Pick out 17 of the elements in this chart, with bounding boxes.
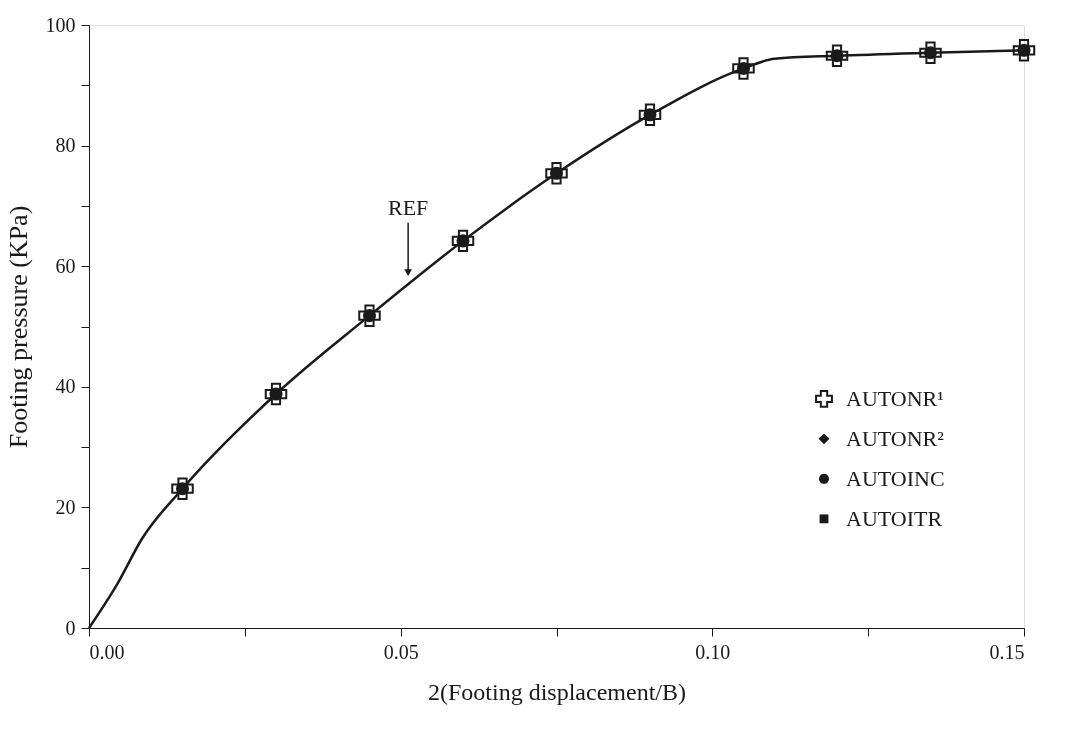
x-tick-label: 0.10: [695, 640, 731, 663]
y-tick-label: 60: [55, 254, 76, 277]
annotation: REF: [387, 194, 429, 220]
y-tick-label: 100: [45, 13, 76, 36]
y-tick-label: 20: [55, 495, 76, 518]
legend-label: AUTOINC: [846, 465, 945, 491]
y-axis-title: Footing pressure (KPa): [3, 205, 33, 449]
legend-label: AUTONR²: [846, 425, 945, 451]
legend-label: AUTOITR: [846, 505, 943, 531]
y-tick-label: 0: [65, 616, 76, 639]
x-tick-label: 0.00: [89, 640, 125, 663]
x-axis-title: 2(Footing displacement/B): [428, 678, 686, 705]
legend-label: AUTONR¹: [846, 385, 944, 411]
x-tick-label: 0.15: [989, 640, 1025, 663]
y-tick-label: 40: [55, 375, 76, 398]
y-tick-label: 80: [55, 134, 76, 157]
x-tick-label: 0.05: [383, 640, 419, 663]
